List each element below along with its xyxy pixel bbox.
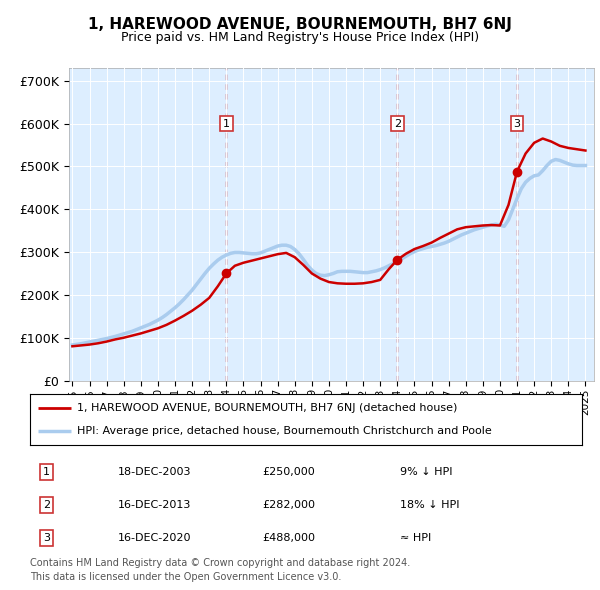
Text: 2: 2 [394,119,401,129]
Text: 18% ↓ HPI: 18% ↓ HPI [400,500,460,510]
Text: 3: 3 [514,119,521,129]
Text: 2: 2 [43,500,50,510]
Text: £488,000: £488,000 [262,533,315,543]
Text: 1: 1 [43,467,50,477]
Text: £282,000: £282,000 [262,500,315,510]
Text: 1, HAREWOOD AVENUE, BOURNEMOUTH, BH7 6NJ (detached house): 1, HAREWOOD AVENUE, BOURNEMOUTH, BH7 6NJ… [77,402,457,412]
Text: 1: 1 [223,119,230,129]
Text: 9% ↓ HPI: 9% ↓ HPI [400,467,452,477]
Text: 1, HAREWOOD AVENUE, BOURNEMOUTH, BH7 6NJ: 1, HAREWOOD AVENUE, BOURNEMOUTH, BH7 6NJ [88,17,512,31]
Text: 18-DEC-2003: 18-DEC-2003 [118,467,192,477]
Text: HPI: Average price, detached house, Bournemouth Christchurch and Poole: HPI: Average price, detached house, Bour… [77,427,491,437]
Text: 16-DEC-2020: 16-DEC-2020 [118,533,192,543]
Text: This data is licensed under the Open Government Licence v3.0.: This data is licensed under the Open Gov… [30,572,341,582]
Text: 3: 3 [43,533,50,543]
Text: ≈ HPI: ≈ HPI [400,533,431,543]
Text: £250,000: £250,000 [262,467,314,477]
Text: Contains HM Land Registry data © Crown copyright and database right 2024.: Contains HM Land Registry data © Crown c… [30,558,410,568]
Text: 16-DEC-2013: 16-DEC-2013 [118,500,191,510]
Text: Price paid vs. HM Land Registry's House Price Index (HPI): Price paid vs. HM Land Registry's House … [121,31,479,44]
